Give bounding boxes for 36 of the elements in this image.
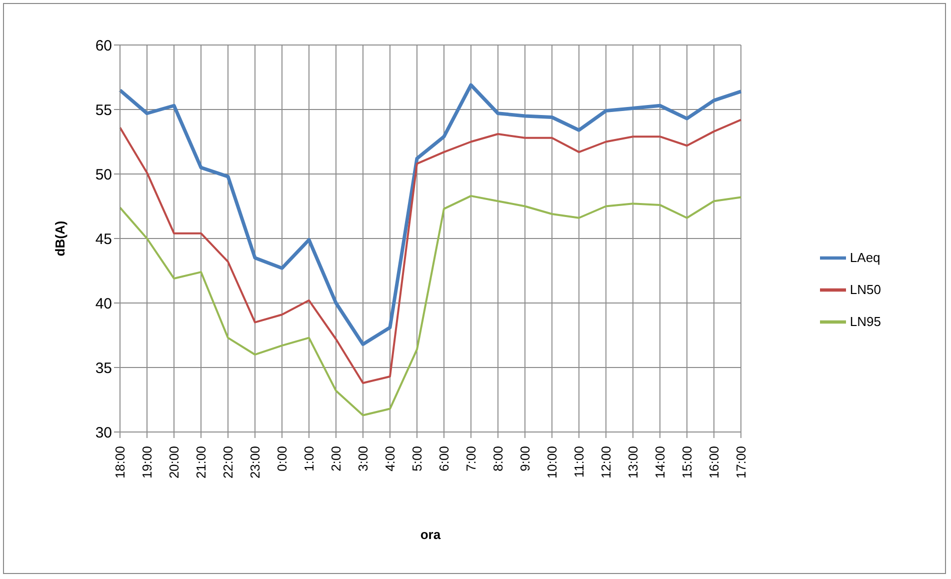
legend-label: LN95 [850, 314, 881, 328]
x-tick-label: 8:00 [490, 446, 506, 472]
y-tick-label: 45 [95, 230, 112, 248]
x-tick-label: 3:00 [355, 446, 370, 472]
x-tick-label: 1:00 [301, 446, 316, 472]
y-tick-label: 50 [95, 166, 112, 184]
y-tick-label: 60 [95, 37, 112, 54]
x-tick-label: 5:00 [409, 446, 424, 472]
x-tick-label: 13:00 [625, 446, 640, 479]
legend-label: LN50 [850, 282, 881, 296]
x-tick-label: 21:00 [193, 446, 208, 479]
x-tick-label: 15:00 [679, 446, 694, 479]
y-tick-label: 40 [95, 295, 112, 312]
x-tick-label: 16:00 [706, 446, 722, 479]
x-tick-label: 0:00 [274, 446, 290, 472]
x-tick-label: 14:00 [652, 446, 668, 479]
x-tick-label: 7:00 [463, 446, 478, 472]
x-axis-title: ora [420, 527, 442, 542]
x-tick-label: 2:00 [328, 446, 344, 472]
x-tick-label: 19:00 [139, 446, 154, 479]
x-tick-label: 10:00 [544, 446, 560, 479]
x-tick-label: 4:00 [382, 446, 398, 472]
x-tick-label: 6:00 [436, 446, 452, 472]
x-tick-label: 20:00 [166, 446, 182, 479]
y-tick-label: 35 [95, 360, 112, 377]
x-tick-label: 17:00 [733, 446, 748, 479]
x-tick-label: 22:00 [220, 446, 236, 479]
x-tick-label: 23:00 [247, 446, 262, 479]
y-tick-label: 30 [95, 424, 112, 442]
y-tick-label: 55 [95, 102, 112, 119]
legend-label: LAeq [850, 250, 880, 264]
y-axis-title: dB(A) [52, 220, 68, 256]
x-tick-label: 11:00 [571, 446, 586, 478]
x-tick-label: 9:00 [517, 446, 532, 472]
x-tick-label: 18:00 [112, 446, 128, 479]
x-tick-label: 12:00 [598, 446, 614, 479]
